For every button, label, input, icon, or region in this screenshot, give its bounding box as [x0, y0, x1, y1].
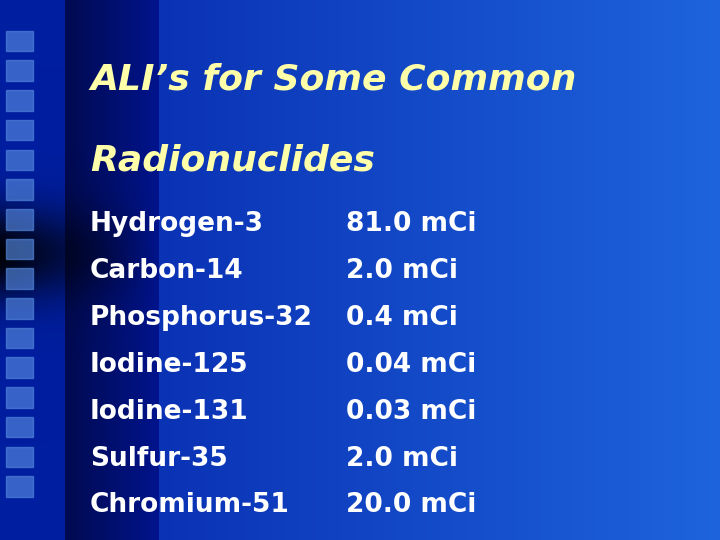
Text: Iodine-131: Iodine-131 [90, 399, 248, 424]
Text: 2.0 mCi: 2.0 mCi [346, 446, 458, 471]
Text: ALI’s for Some Common: ALI’s for Some Common [90, 62, 577, 96]
Text: Hydrogen-3: Hydrogen-3 [90, 211, 264, 237]
Bar [6, 150, 33, 170]
Text: Iodine-125: Iodine-125 [90, 352, 248, 377]
Text: 0.04 mCi: 0.04 mCi [346, 352, 476, 377]
Text: Carbon-14: Carbon-14 [90, 258, 243, 284]
Text: Phosphorus-32: Phosphorus-32 [90, 305, 313, 330]
Text: Chromium-51: Chromium-51 [90, 492, 290, 518]
Text: 0.4 mCi: 0.4 mCi [346, 305, 457, 330]
Bar [6, 387, 33, 408]
Bar [6, 60, 33, 81]
Bar [6, 298, 33, 319]
Bar [6, 328, 33, 348]
Bar [6, 179, 33, 200]
Bar [6, 357, 33, 378]
Bar [6, 268, 33, 289]
Text: Radionuclides: Radionuclides [90, 143, 375, 177]
Text: 2.0 mCi: 2.0 mCi [346, 258, 458, 284]
Bar [6, 239, 33, 259]
Bar [6, 120, 33, 140]
Bar [6, 476, 33, 497]
Bar [6, 31, 33, 51]
Bar [6, 90, 33, 111]
Bar [6, 417, 33, 437]
Bar [6, 209, 33, 230]
Bar [6, 447, 33, 467]
Text: 81.0 mCi: 81.0 mCi [346, 211, 476, 237]
Text: Sulfur-35: Sulfur-35 [90, 446, 228, 471]
Text: 0.03 mCi: 0.03 mCi [346, 399, 476, 424]
Text: 20.0 mCi: 20.0 mCi [346, 492, 476, 518]
